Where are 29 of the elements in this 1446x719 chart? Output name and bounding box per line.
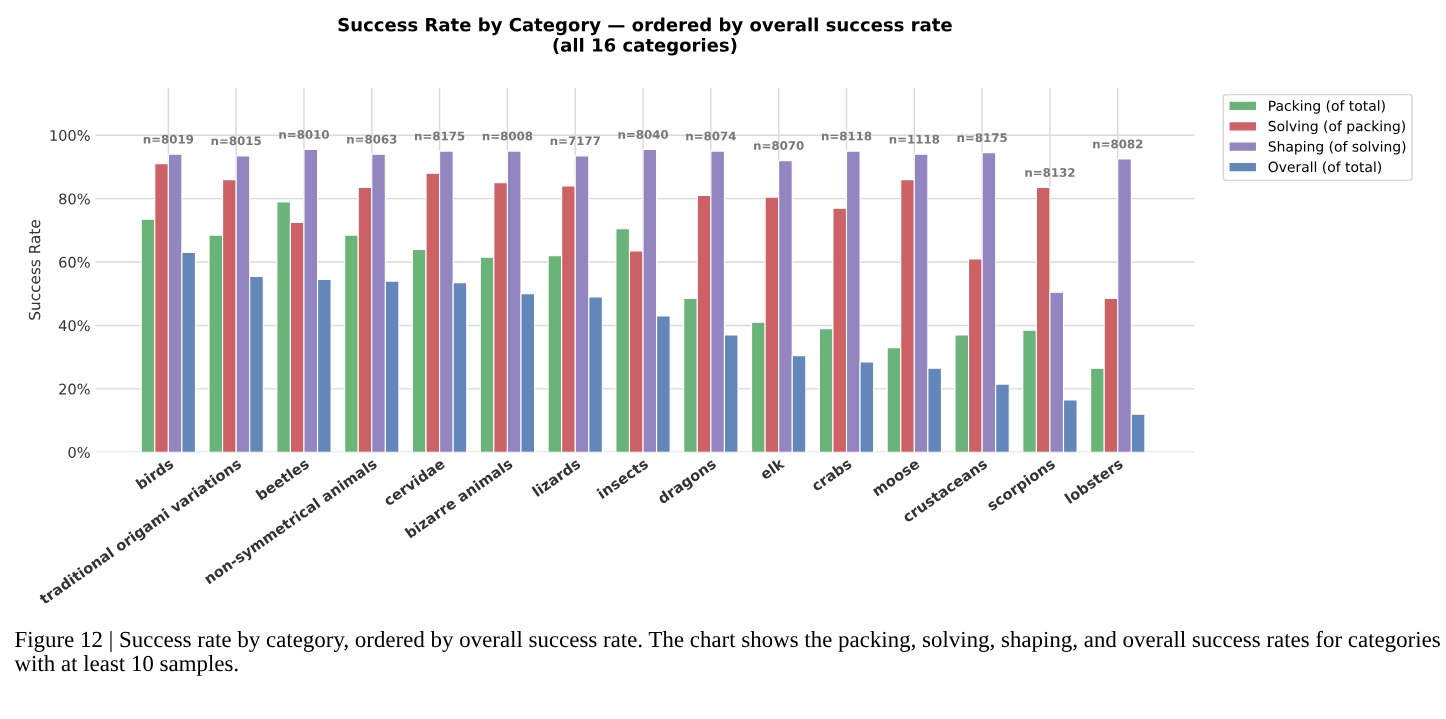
annotation: n=8175 — [957, 133, 1007, 143]
annotation: n=8008 — [482, 131, 533, 141]
annotation: n=8175 — [415, 131, 465, 141]
y-tick-label: 60% — [59, 256, 90, 268]
annotation: n=8082 — [1093, 139, 1143, 149]
y-tick-label: 80% — [59, 193, 90, 205]
legend-label: Shaping (of solving) — [1268, 140, 1406, 155]
y-axis-title: Success Rate — [28, 220, 41, 320]
annotation: n=8015 — [211, 136, 261, 146]
y-tick-label: 100% — [50, 129, 90, 142]
annotation: n=8019 — [143, 134, 194, 144]
y-tick-label: 20% — [59, 383, 90, 395]
y-tick-label: 40% — [58, 320, 90, 332]
annotation: n=8070 — [754, 141, 804, 150]
x-tick-label: elk — [759, 456, 786, 481]
annotation: n=7177 — [550, 136, 600, 146]
annotation: n=8118 — [821, 131, 872, 141]
annotation: n=1118 — [889, 134, 940, 144]
chart-title: Success Rate by Category — ordered by overall success rate (all 16 categories) — [338, 17, 952, 56]
annotation: n=8074 — [686, 131, 736, 141]
y-tick-label: 0% — [68, 446, 90, 458]
annotation: n=8040 — [618, 129, 669, 139]
legend-label: Packing (of total) — [1269, 100, 1385, 114]
annotation: n=8010 — [279, 129, 329, 139]
annotation: n=8063 — [347, 134, 397, 144]
caption: Figure 12 | Success rate by category, ordered by overall success rate. The chart shows the packing, solving, shaping, and overall success rates for categories with at least 10 samples. — [14, 630, 1440, 676]
annotation: n=8132 — [1025, 168, 1075, 177]
legend-label: Solving (of packing) — [1268, 120, 1405, 135]
legend-label: Overall (of total) — [1268, 161, 1382, 174]
